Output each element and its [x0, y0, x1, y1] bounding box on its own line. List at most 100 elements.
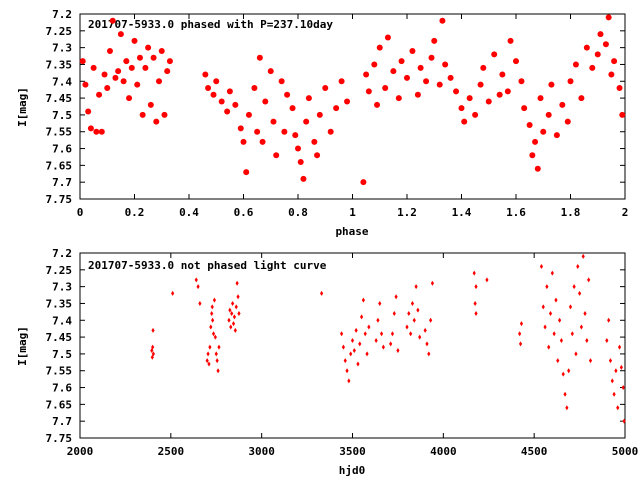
- unphased-data-point: [340, 331, 344, 337]
- phased-data-point: [218, 98, 225, 105]
- phased-data-point: [390, 68, 397, 75]
- unphased-data-point: [574, 351, 578, 357]
- unphased-y-tick-label: 7.35: [46, 297, 73, 310]
- phased-data-point: [472, 111, 479, 118]
- unphased-data-point: [412, 317, 416, 323]
- phased-data-point: [126, 95, 133, 102]
- phased-data-point: [158, 48, 165, 54]
- unphased-data-point: [427, 351, 431, 357]
- phased-data-point: [398, 58, 405, 65]
- unphased-data-point: [554, 297, 558, 303]
- unphased-data-point: [206, 351, 210, 357]
- phased-chart-title: 201707-5933.0 phased with P=237.10day: [88, 18, 333, 31]
- phased-data-point: [417, 64, 424, 71]
- unphased-data-point: [171, 290, 175, 296]
- unphased-data-point: [570, 331, 574, 337]
- unphased-y-tick-label: 7.4: [52, 314, 72, 327]
- unphased-data-point: [577, 290, 582, 296]
- phased-data-point: [436, 81, 443, 88]
- phased-data-point: [442, 61, 449, 68]
- phased-data-point: [202, 71, 209, 78]
- unphased-data-point: [541, 304, 545, 310]
- unphased-data-point: [356, 361, 360, 367]
- phased-data-point: [344, 98, 351, 105]
- phased-data-point: [311, 138, 318, 145]
- unphased-data-point: [425, 341, 429, 347]
- unphased-data-point: [365, 351, 369, 357]
- unphased-data-point: [416, 307, 420, 313]
- phased-data-point: [289, 105, 296, 112]
- phased-data-point: [79, 58, 86, 65]
- phased-y-tick-label: 7.5: [52, 109, 72, 122]
- unphased-y-tick-label: 7.55: [46, 365, 73, 378]
- unphased-data-point: [518, 331, 522, 337]
- unphased-data-point: [214, 351, 218, 357]
- phased-data-point: [226, 88, 233, 95]
- unphased-data-point: [429, 317, 433, 323]
- phased-data-point: [106, 48, 113, 54]
- phased-data-point: [374, 101, 381, 108]
- unphased-data-point: [576, 263, 580, 269]
- unphased-data-point: [474, 284, 478, 290]
- phased-y-tick-label: 7.45: [46, 92, 73, 105]
- unphased-data-point: [390, 331, 395, 337]
- phased-data-point: [164, 68, 171, 75]
- unphased-data-point: [587, 277, 591, 283]
- unphased-data-point: [233, 327, 237, 333]
- phased-data-point: [605, 14, 612, 21]
- unphased-data-point: [217, 344, 221, 350]
- unphased-data-point: [558, 317, 562, 323]
- phased-y-tick-label: 7.35: [46, 58, 73, 71]
- phased-data-point: [251, 85, 258, 91]
- phased-data-point: [458, 105, 465, 112]
- unphased-data-point: [232, 314, 237, 320]
- unphased-data-point: [581, 253, 585, 259]
- phased-data-point: [305, 95, 312, 102]
- unphased-x-tick-label: 2000: [67, 445, 94, 458]
- phased-data-point: [521, 105, 528, 112]
- phased-data-point: [98, 128, 105, 135]
- unphased-data-point: [418, 334, 422, 340]
- phased-data-point: [316, 111, 323, 118]
- phased-data-point: [300, 175, 307, 182]
- unphased-data-point: [608, 358, 613, 364]
- unphased-data-point: [621, 385, 625, 391]
- unphased-data-point: [374, 337, 378, 343]
- unphased-data-point: [376, 317, 380, 323]
- phased-data-point: [384, 34, 391, 41]
- phased-data-point: [128, 64, 135, 71]
- unphased-data-point: [198, 300, 202, 306]
- unphased-data-point: [616, 405, 620, 411]
- unphased-y-tick-label: 7.5: [52, 348, 72, 361]
- phased-data-point: [583, 44, 590, 51]
- unphased-data-point: [472, 270, 476, 276]
- unphased-light-curve-chart: 201707-5933.0 not phased light curve hjd…: [16, 247, 638, 477]
- unphased-data-point: [213, 334, 217, 340]
- unphased-y-tick-label: 7.65: [46, 398, 73, 411]
- phased-x-tick-label: 0.4: [179, 206, 199, 219]
- phased-data-point: [504, 88, 511, 95]
- phased-data-point: [322, 85, 329, 91]
- unphased-data-point: [205, 358, 209, 364]
- phased-data-point: [145, 44, 152, 51]
- phased-data-point: [243, 169, 250, 176]
- unphased-data-point: [519, 321, 524, 327]
- unphased-data-point: [405, 324, 409, 330]
- unphased-data-point: [572, 284, 576, 290]
- phased-y-axis-label: I[mag]: [16, 87, 29, 127]
- phased-data-point: [104, 85, 111, 91]
- phased-data-point: [259, 138, 266, 145]
- phased-x-tick-label: 0.2: [125, 206, 145, 219]
- unphased-data-point: [605, 337, 609, 343]
- unphased-x-tick-label: 3500: [339, 445, 366, 458]
- phased-y-tick-label: 7.75: [46, 193, 73, 206]
- phased-data-point: [526, 122, 533, 128]
- phased-data-point: [409, 48, 416, 54]
- phased-data-point: [608, 71, 615, 78]
- phased-data-point: [240, 138, 247, 145]
- unphased-data-point: [210, 311, 214, 317]
- phased-data-point: [284, 91, 291, 98]
- unphased-data-point: [211, 331, 216, 337]
- unphased-data-point: [358, 341, 362, 347]
